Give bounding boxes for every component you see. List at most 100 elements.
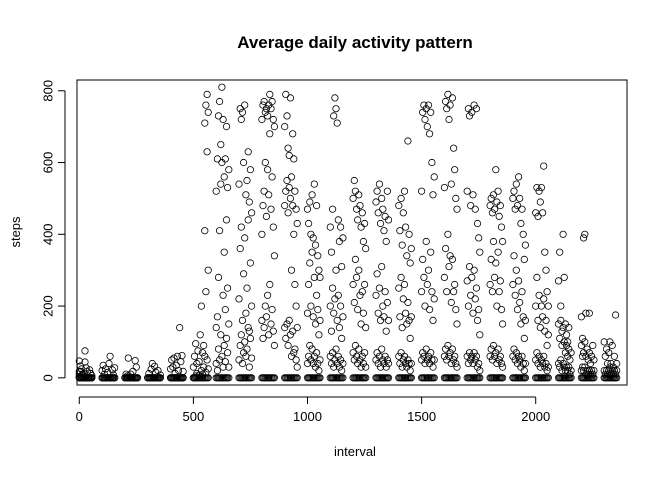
data-point bbox=[559, 359, 567, 368]
data-point bbox=[284, 209, 292, 217]
data-point bbox=[245, 363, 253, 371]
data-point bbox=[222, 123, 231, 131]
data-point bbox=[534, 212, 542, 220]
data-point bbox=[376, 219, 385, 228]
data-point bbox=[488, 356, 496, 364]
data-point bbox=[613, 359, 621, 368]
data-point bbox=[241, 101, 249, 109]
data-point bbox=[489, 237, 498, 246]
data-point bbox=[237, 331, 245, 339]
data-point bbox=[453, 205, 461, 213]
data-point bbox=[327, 248, 336, 256]
data-point bbox=[562, 363, 571, 371]
data-point bbox=[315, 266, 323, 274]
data-point bbox=[578, 363, 587, 371]
data-point bbox=[488, 288, 496, 296]
data-point bbox=[111, 374, 119, 382]
x-tick-label: 0 bbox=[76, 409, 83, 424]
data-point bbox=[488, 209, 496, 217]
data-point bbox=[379, 302, 387, 310]
data-point bbox=[611, 370, 620, 378]
data-point bbox=[537, 302, 546, 310]
data-point bbox=[293, 323, 301, 332]
data-point bbox=[544, 302, 552, 310]
data-point bbox=[467, 202, 475, 210]
data-point bbox=[475, 305, 483, 314]
data-point bbox=[204, 365, 212, 373]
data-point bbox=[605, 366, 613, 375]
data-point bbox=[316, 356, 324, 364]
data-point bbox=[406, 334, 414, 342]
data-point bbox=[520, 366, 528, 375]
data-point bbox=[585, 349, 593, 357]
data-point bbox=[447, 298, 455, 307]
data-point bbox=[538, 359, 547, 368]
data-point bbox=[167, 365, 175, 373]
data-point bbox=[292, 205, 300, 213]
data-point bbox=[541, 327, 549, 335]
data-point bbox=[326, 223, 334, 231]
data-point bbox=[498, 237, 507, 246]
data-point bbox=[406, 259, 414, 267]
data-point bbox=[465, 349, 474, 357]
data-point bbox=[265, 331, 273, 339]
data-point bbox=[287, 266, 296, 274]
data-point bbox=[513, 202, 522, 210]
data-point bbox=[359, 309, 367, 317]
data-point bbox=[349, 194, 357, 202]
data-point bbox=[270, 341, 278, 350]
data-point bbox=[372, 291, 380, 299]
data-point bbox=[376, 316, 385, 324]
data-point bbox=[541, 248, 549, 256]
data-point bbox=[533, 184, 541, 192]
data-point bbox=[332, 105, 340, 113]
data-point bbox=[443, 356, 451, 364]
data-point bbox=[449, 144, 458, 152]
data-point bbox=[430, 173, 438, 181]
data-point bbox=[581, 230, 589, 238]
data-points bbox=[75, 83, 621, 382]
data-point bbox=[429, 191, 437, 199]
data-point bbox=[557, 356, 565, 364]
data-point bbox=[404, 356, 412, 364]
data-point bbox=[328, 205, 337, 213]
data-point bbox=[81, 347, 89, 355]
data-point bbox=[285, 151, 293, 159]
data-point bbox=[290, 230, 298, 238]
data-point bbox=[330, 309, 338, 317]
data-point bbox=[567, 349, 575, 357]
data-point bbox=[607, 359, 615, 368]
data-point bbox=[496, 277, 504, 285]
data-point bbox=[238, 316, 247, 324]
data-point bbox=[493, 359, 501, 368]
y-axis: 0 200 400 600 800 bbox=[40, 80, 66, 381]
data-point bbox=[351, 341, 359, 350]
data-point bbox=[204, 108, 212, 116]
data-point bbox=[398, 323, 406, 332]
y-tick-label: 400 bbox=[40, 223, 55, 245]
data-point bbox=[579, 366, 588, 375]
data-point bbox=[440, 352, 448, 360]
data-point bbox=[556, 248, 564, 256]
data-point bbox=[195, 358, 203, 366]
data-point bbox=[562, 341, 571, 350]
data-point bbox=[407, 245, 415, 253]
data-point bbox=[543, 288, 551, 296]
data-point bbox=[212, 359, 220, 368]
data-point bbox=[398, 241, 406, 249]
data-point bbox=[399, 295, 407, 303]
data-point bbox=[202, 101, 210, 109]
data-point bbox=[242, 309, 250, 317]
data-point bbox=[284, 144, 292, 152]
data-point bbox=[334, 216, 342, 224]
data-point bbox=[267, 105, 275, 113]
data-point bbox=[469, 309, 477, 317]
data-point bbox=[396, 313, 404, 321]
data-point bbox=[517, 363, 525, 371]
data-point bbox=[265, 191, 273, 199]
data-point bbox=[490, 352, 499, 360]
data-point bbox=[243, 284, 251, 292]
x-axis: 0 500 1000 1500 2000 bbox=[76, 396, 550, 424]
data-point bbox=[339, 374, 347, 382]
data-point bbox=[268, 97, 276, 106]
